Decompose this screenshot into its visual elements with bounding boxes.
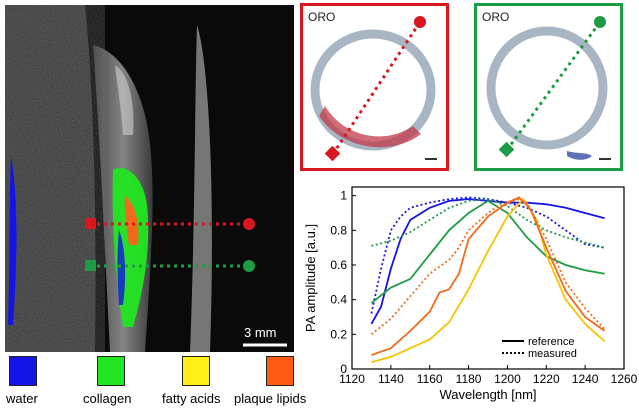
series-line-3	[371, 198, 605, 249]
series-line-0	[370, 198, 605, 325]
chart-ticks-group: 1120 1140 1160 1180 1200 1220 1240 1260 0 0.2 0.4 0…	[330, 189, 637, 386]
y-tick-label: 1	[340, 189, 347, 203]
series-line-6	[370, 198, 606, 336]
legend-swatch-water	[9, 356, 37, 386]
y-tick-label: 0.8	[330, 223, 347, 237]
legend-swatch-plaque-lipids	[266, 356, 294, 386]
x-tick-label: 1240	[572, 372, 599, 386]
histology-panel-red: ORO	[300, 3, 449, 171]
y-tick-label: 0.2	[330, 327, 347, 341]
histology-label-red: ORO	[308, 10, 336, 24]
series-line-1	[370, 196, 605, 314]
chart-series-group	[370, 196, 606, 363]
histology-panel-green: ORO	[474, 3, 623, 171]
legend-label-collagen: collagen	[83, 391, 132, 406]
series-line-2	[370, 199, 605, 304]
pa-spectrum-chart: 1120 1140 1160 1180 1200 1220 1240 1260 0 0.2 0.4 0…	[303, 186, 638, 402]
y-tick-label: 0.6	[330, 258, 347, 272]
series-line-5	[371, 196, 606, 356]
scalebar-label: 3 mm	[244, 325, 277, 340]
histology-green-svg	[486, 16, 611, 160]
histology-label-green: ORO	[482, 10, 510, 24]
series-line-4	[371, 197, 606, 363]
legend-label-reference: reference	[528, 336, 574, 348]
legend-label-plaque-lipids: plaque lipids	[234, 391, 307, 406]
legend-label-water: water	[6, 391, 38, 406]
legend-label-fatty-acids: fatty acids	[162, 391, 221, 406]
ultrasound-svg: 3 mm	[5, 5, 294, 352]
y-tick-label: 0	[340, 362, 347, 376]
x-tick-label: 1160	[417, 372, 443, 386]
x-axis-label: Wavelength [nm]	[439, 387, 536, 402]
x-tick-label: 1220	[533, 372, 560, 386]
x-tick-label: 1260	[611, 372, 638, 386]
ultrasound-image: 3 mm	[5, 5, 294, 352]
x-tick-label: 1180	[456, 372, 482, 386]
plot-frame	[351, 186, 625, 370]
y-axis-label: PA amplitude [a.u.]	[303, 224, 318, 332]
x-tick-label: 1120	[339, 372, 365, 386]
histology-red-svg	[310, 16, 437, 162]
legend-swatch-fatty-acids	[182, 356, 210, 386]
legend-label-measured: measured	[528, 348, 577, 360]
y-tick-label: 0.4	[330, 293, 347, 307]
x-tick-label: 1140	[378, 372, 404, 386]
x-tick-label: 1200	[494, 372, 521, 386]
legend-swatch-collagen	[97, 356, 125, 386]
